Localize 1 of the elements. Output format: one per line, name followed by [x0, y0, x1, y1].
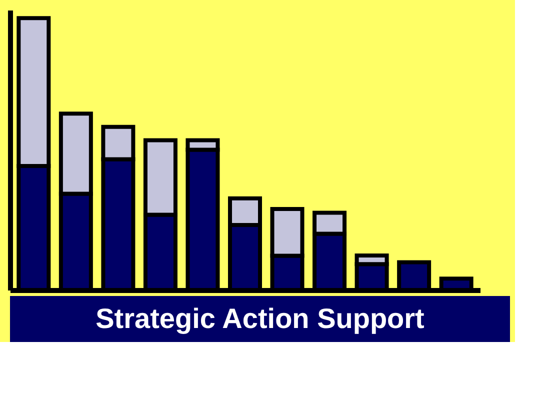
text: Strategic Action Support — [96, 303, 424, 334]
